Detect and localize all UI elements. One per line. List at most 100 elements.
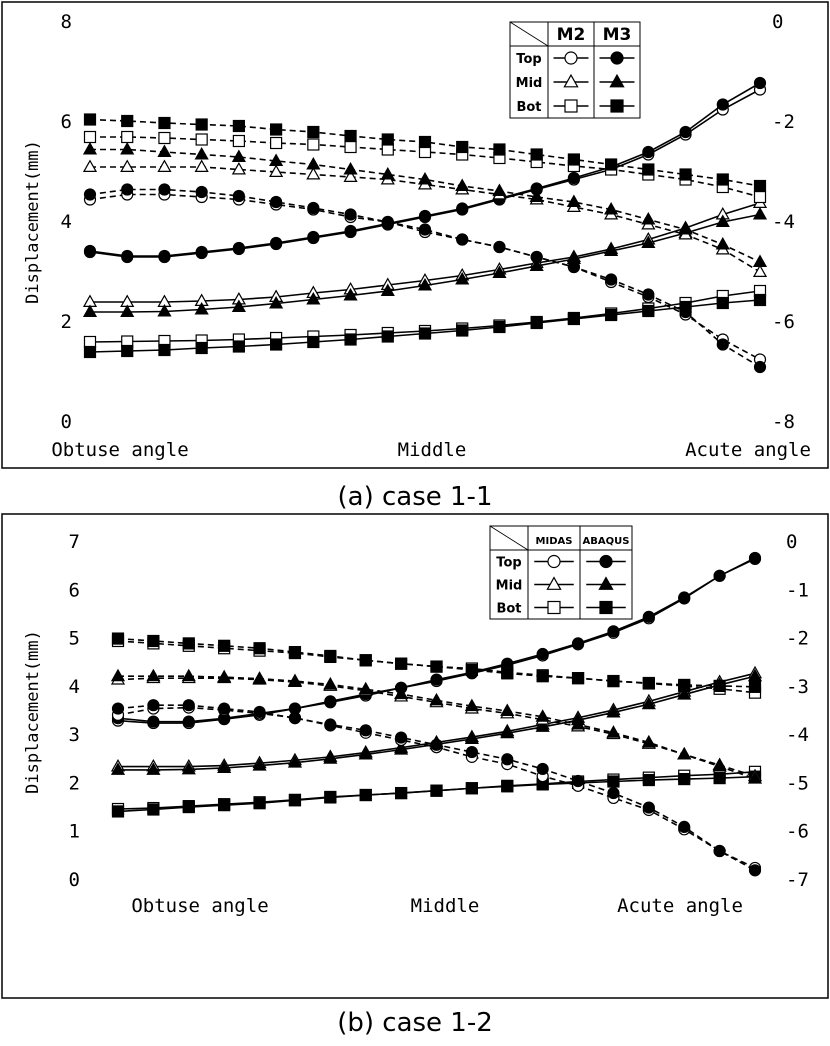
data-point <box>493 143 506 156</box>
data-point <box>307 230 320 244</box>
legend-marker <box>609 73 625 88</box>
data-point <box>82 304 98 317</box>
data-point <box>218 702 231 715</box>
caption-case-1-1: (a) case 1-1 <box>337 482 493 512</box>
data-point <box>716 338 729 351</box>
data-point <box>642 610 655 623</box>
data-point <box>605 308 618 322</box>
legend-marker <box>599 554 613 569</box>
y-right-tick-label: -6 <box>786 821 809 843</box>
legend-column-header: M2 <box>557 25 586 45</box>
chart-panel-case-1-1: 0 2 4 6 8 -8 -6 -4 -2 0 Displacement(mm) Obtuse ang… <box>0 0 830 472</box>
data-point <box>380 166 395 180</box>
diagonal-slash-icon <box>489 525 529 551</box>
y-right-tick-label: -1 <box>786 579 809 601</box>
data-point <box>571 637 585 650</box>
y-right-tick-label: -6 <box>772 311 795 333</box>
data-point <box>417 171 433 185</box>
y-right-tick-label: -7 <box>786 869 809 891</box>
data-point <box>571 774 585 788</box>
data-point <box>324 649 337 663</box>
data-point <box>324 718 337 731</box>
data-point <box>147 715 160 728</box>
data-point <box>359 788 372 802</box>
data-point <box>182 800 195 814</box>
data-point <box>395 657 408 670</box>
data-point <box>270 338 283 351</box>
data-point <box>465 663 478 677</box>
data-point <box>270 136 283 150</box>
y-left-tick-label: 2 <box>69 772 80 794</box>
data-point <box>343 287 358 301</box>
data-point <box>501 780 514 793</box>
data-point <box>147 634 160 648</box>
data-point <box>678 678 691 692</box>
series-bot-m3-right <box>83 113 767 193</box>
data-point <box>359 724 372 737</box>
data-point <box>157 303 172 317</box>
data-point <box>465 745 478 759</box>
data-point <box>158 131 171 145</box>
data-point <box>195 245 208 259</box>
data-point <box>529 258 544 271</box>
data-point <box>713 772 726 785</box>
y-right-tick-label: -2 <box>772 111 795 133</box>
data-point <box>642 288 655 301</box>
y-right-tick-label: 0 <box>772 11 783 33</box>
data-point <box>195 185 208 199</box>
data-point <box>607 674 620 688</box>
data-point <box>455 178 470 191</box>
data-point <box>381 215 394 229</box>
data-point <box>641 734 656 748</box>
y-left-tick-label: 3 <box>69 724 80 746</box>
data-point <box>535 719 550 732</box>
data-point <box>642 676 655 690</box>
data-point <box>567 153 580 166</box>
data-point <box>464 731 479 745</box>
data-point <box>606 704 621 718</box>
data-point <box>456 140 469 154</box>
data-point <box>82 141 98 155</box>
data-point <box>83 335 97 349</box>
data-point <box>605 158 618 171</box>
data-point <box>157 144 172 157</box>
data-point <box>323 751 338 764</box>
data-point <box>217 669 232 683</box>
data-point <box>344 129 357 143</box>
data-point <box>753 179 767 193</box>
series-top-abaqus-right <box>111 699 762 877</box>
data-point <box>604 243 619 256</box>
data-point <box>157 159 172 172</box>
data-point <box>231 161 246 175</box>
data-point <box>182 699 195 712</box>
data-point <box>217 760 232 773</box>
legend-row-label: Top <box>516 52 541 67</box>
data-point <box>307 125 320 139</box>
data-point <box>747 668 763 682</box>
data-point <box>753 76 767 90</box>
data-point <box>359 654 372 667</box>
data-point <box>395 786 408 800</box>
data-point <box>642 801 655 814</box>
data-point <box>181 668 196 682</box>
data-point <box>493 320 506 334</box>
data-point <box>194 301 209 315</box>
data-point <box>536 762 549 776</box>
series-mid-abaqus-right <box>110 668 763 784</box>
y-left-tick-label: 1 <box>69 821 80 843</box>
data-point <box>418 145 432 159</box>
data-point <box>715 214 730 227</box>
data-point <box>82 159 98 172</box>
data-point <box>158 343 171 357</box>
chart-frame <box>1 1 829 469</box>
data-point <box>344 140 357 154</box>
data-point <box>641 696 656 710</box>
data-point <box>567 312 580 326</box>
legend-row-label: Bot <box>516 100 541 115</box>
legend-column-header: M3 <box>603 25 632 45</box>
data-point <box>747 771 763 784</box>
data-point <box>253 797 266 810</box>
data-point <box>121 249 134 263</box>
data-point <box>158 183 171 196</box>
data-point <box>110 762 126 775</box>
